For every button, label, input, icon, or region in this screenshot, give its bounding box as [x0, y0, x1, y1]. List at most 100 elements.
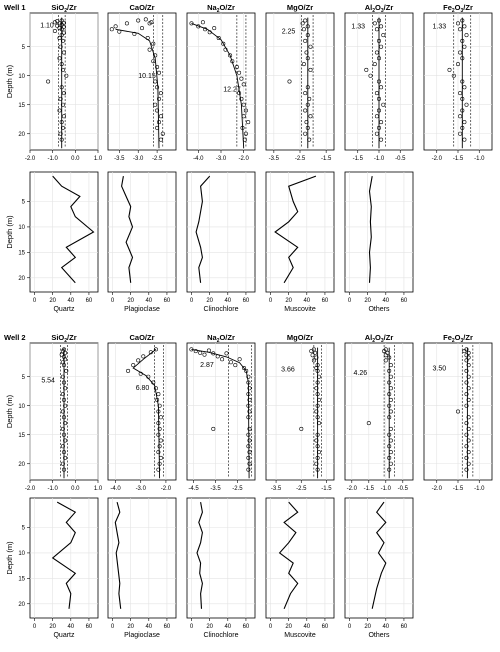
well2-ratio-3-annotation: 3.66: [281, 367, 295, 374]
well1-ratio-2-title-part-2: O/Zr: [219, 3, 234, 12]
well2-ratio-5-xtick-label-1: -1.5: [453, 486, 464, 492]
well1-ratio-0-title-part-2: /Zr: [67, 3, 77, 12]
well1-ratio-5-xtick-label-0: -2.0: [432, 156, 443, 162]
well2-ratio-0-title: SiO2/Zr: [51, 333, 76, 344]
well2-ratio-2-xtick-label-1: -3.5: [210, 486, 221, 492]
well2-ratio-4-title-part-0: Al: [365, 333, 373, 342]
well1-label: Well 1: [4, 3, 26, 12]
well1-mineral-1-xtick-label-1: 20: [127, 298, 134, 304]
well1-ratio-4-title: Al2O3/Zr: [365, 3, 394, 14]
well1-mineral-2-frame: [187, 172, 255, 292]
well1-mineral-0-xtick-label-1: 20: [49, 298, 56, 304]
well1-ratio-1-xtick-label-2: -2.5: [152, 156, 163, 162]
well1-ratio-0-xtick-label-0: -2.0: [25, 156, 36, 162]
well1-ratio-0-ytick-label-3: 20: [18, 132, 25, 138]
well2-ratio-0-ytick-label-3: 20: [18, 462, 25, 468]
well2-ratio-3-xtick-label-1: -2.5: [296, 486, 307, 492]
well1-mineral-0-ytick-label-3: 20: [18, 276, 25, 282]
well1-ratio-0-xtick-label-3: 1.0: [94, 156, 103, 162]
well2-ratio-4-title-part-4: /Zr: [384, 333, 394, 342]
well1-mineral-0-depth-axis-label: Depth (m): [5, 215, 14, 249]
well1-mineral-0-xtick-label-2: 40: [67, 298, 74, 304]
well1-mineral-4-title: Others: [368, 306, 390, 313]
well1-mineral-1-xtick-label-3: 60: [164, 298, 171, 304]
well1-ratio-1-title-part-0: CaO/Zr: [129, 3, 154, 12]
well1-mineral-4-xtick-label-0: 0: [348, 298, 352, 304]
well2-mineral-1-xtick-label-2: 40: [145, 624, 152, 630]
well1-mineral-4-frame: [345, 172, 413, 292]
well1-mineral-3-frame: [266, 172, 334, 292]
well1-mineral-0-title: Quartz: [53, 306, 75, 313]
well2-mineral-0-ytick-label-2: 15: [18, 577, 25, 583]
well1-mineral-4-xtick-label-3: 60: [401, 298, 408, 304]
well1-ratio-5-title: Fe2O3/Zr: [443, 3, 473, 14]
well1-ratio-1-xtick-label-1: -3.0: [133, 156, 144, 162]
well2-mineral-3-xtick-label-0: 0: [269, 624, 273, 630]
grid-layer: [27, 13, 492, 621]
well1-mineral-1-xtick-label-2: 40: [145, 298, 152, 304]
well1-ratio-0-annotation: 1.10: [40, 23, 54, 30]
well1-ratio-5-xtick-label-1: -1.5: [453, 156, 464, 162]
well2-mineral-1-xtick-label-3: 60: [164, 624, 171, 630]
well2-ratio-3-title: MgO/Zr: [287, 333, 313, 342]
well2-mineral-3-title: Muscovite: [284, 632, 316, 639]
well1-mineral-0-xtick-label-3: 60: [86, 298, 93, 304]
well1-ratio-2-annotation: 12.27: [223, 87, 241, 94]
well1-mineral-1-xtick-label-0: 0: [111, 298, 115, 304]
well1-ratio-0-title-part-0: SiO: [51, 3, 64, 12]
well2-ratio-2-annotation: 2.87: [200, 362, 214, 369]
well2-ratio-4-annotation: 4.26: [354, 370, 368, 377]
well1-ratio-4-annotation: 1.33: [351, 23, 365, 30]
well2-ratio-1-xtick-label-1: -3.0: [136, 486, 147, 492]
well1-mineral-4-xtick-label-1: 20: [364, 298, 371, 304]
well1-ratio-1-xtick-label-0: -3.5: [114, 156, 125, 162]
well1-ratio-0-ytick-label-1: 10: [18, 74, 25, 80]
well2-ratio-2-xtick-label-0: -4.5: [188, 486, 199, 492]
well2-ratio-3-title-part-0: MgO/Zr: [287, 333, 313, 342]
well2-ratio-1-xtick-label-0: -4.0: [110, 486, 121, 492]
well2-label: Well 2: [4, 333, 26, 342]
well1-mineral-3-xtick-label-0: 0: [269, 298, 273, 304]
well1-ratio-5-title-part-0: Fe: [443, 3, 452, 12]
well1-ratio-2-title: Na2O/Zr: [207, 3, 235, 14]
well2-ratio-3-xtick-label-0: -3.5: [271, 486, 282, 492]
well2-ratio-1-title: CaO/Zr: [129, 333, 154, 342]
well2-ratio-1-title-part-0: CaO/Zr: [129, 333, 154, 342]
well2-mineral-2-frame: [187, 498, 255, 618]
well2-ratio-1-annotation: 6.80: [136, 385, 150, 392]
well2-mineral-3-xtick-label-2: 40: [303, 624, 310, 630]
well1-ratio-2-xtick-label-0: -4.0: [193, 156, 204, 162]
well2-mineral-0-xtick-label-0: 0: [33, 624, 37, 630]
well2-mineral-4-xtick-label-3: 60: [401, 624, 408, 630]
well1-ratio-0-xtick-label-2: 0.0: [71, 156, 80, 162]
well1-ratio-3-title-part-0: MgO/Zr: [287, 3, 313, 12]
well1-ratio-3-title: MgO/Zr: [287, 3, 313, 12]
well1-mineral-0-frame: [30, 172, 98, 292]
well1-mineral-2-title: Clinochlore: [203, 306, 238, 313]
well1-mineral-3-xtick-label-2: 40: [303, 298, 310, 304]
well2-ratio-5-title-part-0: Fe: [443, 333, 452, 342]
well1-mineral-0-xtick-label-0: 0: [33, 298, 37, 304]
well1-mineral-4-xtick-label-2: 40: [382, 298, 389, 304]
well2-mineral-1-xtick-label-0: 0: [111, 624, 115, 630]
well2-ratio-5-title-part-4: /Zr: [463, 333, 473, 342]
well1-ratio-3-xtick-label-1: -2.5: [295, 156, 306, 162]
well2-mineral-4-frame: [345, 498, 413, 618]
well1-mineral-3-title: Muscovite: [284, 306, 316, 313]
well2-mineral-2-title: Clinochlore: [203, 632, 238, 639]
well2-mineral-1-title: Plagioclase: [124, 632, 160, 639]
well1-ratio-1-frame: [108, 13, 176, 150]
well2-ratio-3-xtick-label-2: -1.5: [321, 486, 332, 492]
well1-mineral-2-xtick-label-1: 20: [206, 298, 213, 304]
well2-mineral-4-title: Others: [368, 632, 390, 639]
well2-ratio-0-title-part-2: /Zr: [67, 333, 77, 342]
well1-mineral-3-xtick-label-1: 20: [285, 298, 292, 304]
well1-ratio-3-annotation: 2.25: [282, 28, 296, 35]
well2-ratio-2-title-part-2: O/Zr: [219, 333, 234, 342]
well2-mineral-2-xtick-label-0: 0: [190, 624, 194, 630]
well2-ratio-0-xtick-label-3: 1.0: [94, 486, 103, 492]
well1-mineral-2-xtick-label-3: 60: [243, 298, 250, 304]
well1-mineral-0-ytick-label-1: 10: [18, 225, 25, 231]
well2-mineral-1-xtick-label-1: 20: [127, 624, 134, 630]
